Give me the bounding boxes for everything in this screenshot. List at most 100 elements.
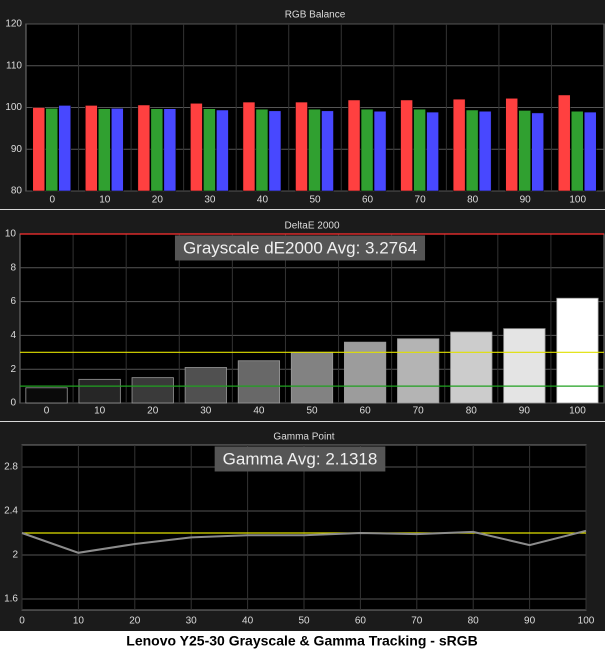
x-tick-label: 100	[578, 616, 595, 627]
x-tick-label: 20	[152, 195, 164, 206]
y-tick-label: 8	[10, 262, 16, 273]
bar	[25, 387, 68, 404]
bar	[373, 111, 387, 192]
bar	[343, 341, 387, 404]
x-tick-label: 90	[519, 406, 531, 417]
bar	[163, 108, 177, 192]
bar	[255, 108, 269, 192]
bar	[237, 360, 281, 404]
line	[21, 529, 587, 554]
y-tick-label: 2	[10, 364, 16, 375]
x-tick-label: 10	[73, 616, 85, 627]
chart-title: DeltaE 2000	[284, 221, 339, 232]
x-tick-label: 20	[129, 616, 141, 627]
bar	[397, 338, 440, 404]
bar	[557, 94, 571, 192]
caption: Lenovo Y25-30 Grayscale & Gamma Tracking…	[126, 633, 477, 649]
bar	[400, 99, 413, 192]
x-tick-label: 100	[569, 406, 586, 417]
x-tick-label: 10	[99, 195, 111, 206]
x-tick-label: 50	[298, 616, 310, 627]
x-tick-label: 90	[520, 195, 532, 206]
y-tick-label: 80	[11, 186, 23, 197]
x-tick-label: 0	[44, 406, 50, 417]
x-tick-label: 80	[468, 616, 480, 627]
y-tick-label: 1.6	[4, 594, 18, 605]
bar	[98, 108, 111, 192]
y-tick-label: 2	[12, 550, 18, 561]
x-tick-label: 60	[362, 195, 374, 206]
chart-title: RGB Balance	[285, 10, 346, 21]
x-tick-label: 40	[253, 406, 265, 417]
bar	[216, 109, 229, 192]
bar	[426, 111, 439, 192]
bar	[131, 377, 174, 404]
x-tick-label: 60	[360, 406, 372, 417]
bar	[503, 328, 546, 404]
bar	[321, 110, 334, 192]
annotation: Gamma Avg: 2.1318	[223, 449, 378, 468]
x-tick-label: 20	[147, 406, 159, 417]
x-tick-label: 0	[19, 616, 25, 627]
y-tick-label: 120	[5, 19, 22, 30]
bar	[505, 98, 518, 192]
bar	[413, 108, 426, 192]
y-tick-label: 10	[5, 229, 17, 240]
bar	[150, 108, 164, 192]
bar	[308, 108, 321, 192]
x-tick-label: 70	[415, 195, 427, 206]
x-tick-label: 50	[309, 195, 321, 206]
bar	[465, 109, 479, 192]
y-tick-label: 2.4	[4, 506, 18, 517]
x-tick-label: 30	[186, 616, 198, 627]
annotation: Grayscale dE2000 Avg: 3.2764	[183, 238, 417, 257]
caption-bg	[0, 631, 605, 652]
x-tick-label: 60	[355, 616, 367, 627]
x-tick-label: 70	[411, 616, 423, 627]
y-tick-label: 110	[6, 60, 22, 71]
bar	[45, 108, 59, 192]
y-tick-label: 0	[10, 398, 16, 409]
bar	[347, 99, 361, 192]
y-tick-label: 90	[11, 144, 23, 155]
bar	[184, 367, 227, 404]
x-tick-label: 10	[94, 406, 106, 417]
y-tick-label: 4	[10, 330, 16, 341]
x-tick-label: 80	[467, 195, 479, 206]
bar	[518, 110, 531, 192]
bar	[78, 378, 121, 404]
bar	[203, 108, 216, 192]
bar	[295, 101, 308, 192]
bar	[137, 104, 151, 192]
x-tick-label: 100	[569, 195, 586, 206]
bar	[190, 103, 203, 192]
x-tick-label: 90	[524, 616, 536, 627]
y-tick-label: 100	[5, 102, 22, 113]
bar	[556, 297, 599, 404]
bar	[478, 111, 492, 192]
bar	[452, 98, 466, 192]
x-tick-label: 80	[466, 406, 478, 417]
chart-title: Gamma Point	[273, 432, 334, 443]
bar	[242, 101, 256, 192]
bar	[360, 108, 374, 192]
y-tick-label: 6	[10, 296, 16, 307]
bar	[583, 111, 597, 192]
bar	[268, 110, 282, 192]
x-tick-label: 30	[204, 195, 216, 206]
y-tick-label: 2.8	[4, 462, 18, 473]
bar	[570, 111, 584, 192]
bar	[85, 105, 98, 192]
x-tick-label: 50	[306, 406, 318, 417]
x-tick-label: 0	[49, 195, 55, 206]
bar	[32, 107, 46, 192]
bar	[111, 108, 124, 192]
bar	[290, 351, 334, 404]
x-tick-label: 40	[242, 616, 254, 627]
annotation-box	[214, 446, 386, 472]
x-tick-label: 70	[413, 406, 425, 417]
bar	[450, 331, 493, 404]
annotation-box	[174, 235, 426, 261]
bar	[531, 112, 544, 192]
